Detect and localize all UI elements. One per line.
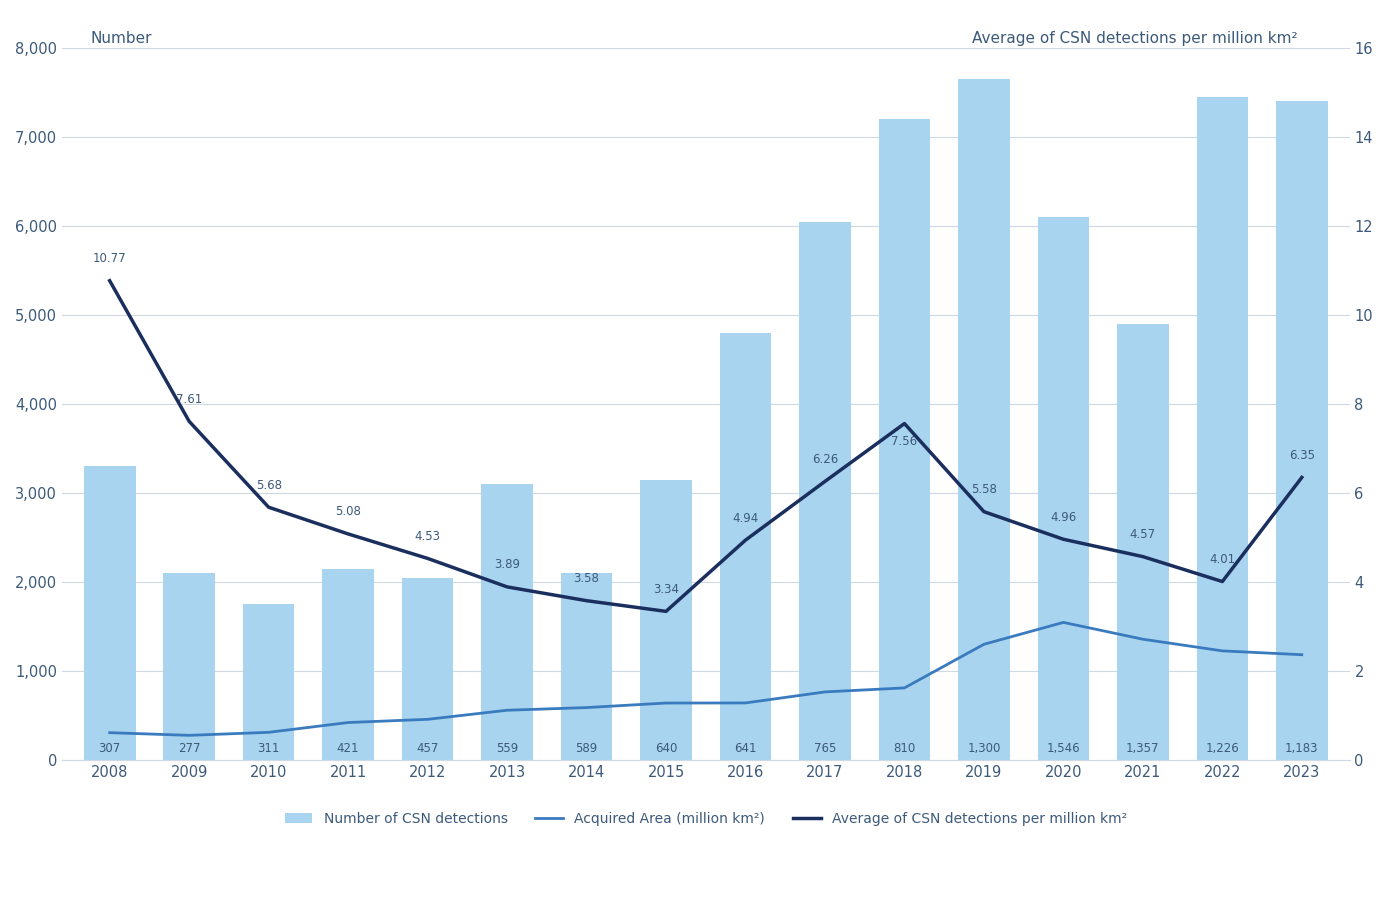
Text: 4.94: 4.94 <box>733 512 759 524</box>
Text: 4.01: 4.01 <box>1209 553 1235 566</box>
Text: 421: 421 <box>337 742 359 754</box>
Bar <box>164 573 215 760</box>
Text: 640: 640 <box>655 742 677 754</box>
Text: 4.96: 4.96 <box>1051 511 1077 524</box>
Bar <box>561 573 612 760</box>
Text: 277: 277 <box>178 742 200 754</box>
Bar <box>83 466 136 760</box>
Text: 1,300: 1,300 <box>967 742 1001 754</box>
Bar <box>879 119 930 760</box>
Bar <box>719 333 772 760</box>
Bar <box>1038 217 1090 760</box>
Text: 1,183: 1,183 <box>1285 742 1319 754</box>
Text: Number: Number <box>90 31 151 47</box>
Bar <box>640 480 691 760</box>
Text: 4.57: 4.57 <box>1130 528 1156 541</box>
Bar <box>322 568 373 760</box>
Text: 311: 311 <box>257 742 280 754</box>
Legend: Number of CSN detections, Acquired Area (million km²), Average of CSN detections: Number of CSN detections, Acquired Area … <box>279 806 1133 832</box>
Text: 1,226: 1,226 <box>1205 742 1239 754</box>
Text: 3.89: 3.89 <box>494 559 520 571</box>
Text: 5.58: 5.58 <box>972 483 997 496</box>
Bar <box>482 484 533 760</box>
Text: 5.68: 5.68 <box>255 479 282 491</box>
Text: 307: 307 <box>99 742 121 754</box>
Text: Average of CSN detections per million km²: Average of CSN detections per million km… <box>972 31 1298 47</box>
Text: 1,546: 1,546 <box>1047 742 1080 754</box>
Text: 5.08: 5.08 <box>335 506 361 518</box>
Text: 1,357: 1,357 <box>1126 742 1159 754</box>
Bar <box>243 604 294 760</box>
Text: 7.56: 7.56 <box>891 435 917 448</box>
Text: 641: 641 <box>734 742 756 754</box>
Bar <box>1117 324 1169 760</box>
Text: 3.58: 3.58 <box>573 572 600 585</box>
Text: 7.61: 7.61 <box>176 392 203 406</box>
Text: 559: 559 <box>496 742 518 754</box>
Text: 765: 765 <box>813 742 836 754</box>
Text: 457: 457 <box>416 742 439 754</box>
Bar <box>1276 101 1328 760</box>
Text: 6.26: 6.26 <box>812 453 838 466</box>
Bar <box>799 222 851 760</box>
Bar <box>958 79 1009 760</box>
Text: 589: 589 <box>576 742 598 754</box>
Bar <box>401 577 454 760</box>
Text: 6.35: 6.35 <box>1289 449 1314 462</box>
Text: 810: 810 <box>894 742 916 754</box>
Text: 4.53: 4.53 <box>415 530 440 542</box>
Text: 10.77: 10.77 <box>93 252 126 265</box>
Text: 3.34: 3.34 <box>652 583 679 595</box>
Bar <box>1196 97 1248 760</box>
